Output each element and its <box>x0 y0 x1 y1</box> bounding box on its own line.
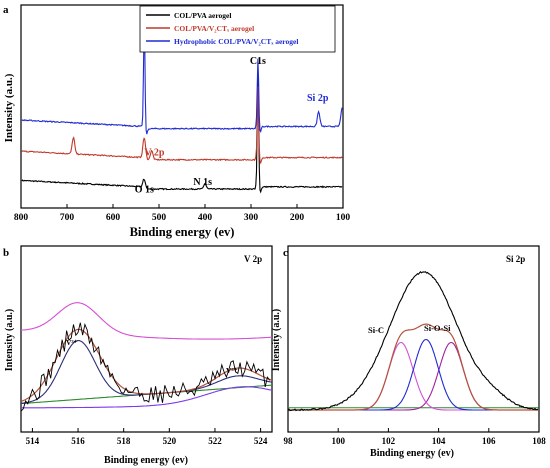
panel-b-x-ticks: 514 516 518 520 522 524 <box>26 428 268 446</box>
panel-b: b V 2p 514 516 518 520 522 524 V³⁺ V³⁺ Intens… <box>3 245 273 466</box>
panel-b-title: V 2p <box>244 254 262 264</box>
panel-b-peak-label-2: V³⁺ <box>226 366 238 375</box>
legend-box <box>139 5 336 53</box>
panel-c-envelope-line <box>288 323 539 411</box>
panel-c-tick-label: 108 <box>532 436 546 446</box>
panel-b-lines <box>20 302 273 412</box>
panel-c-x-label: Binding energy (ev) <box>370 448 454 459</box>
panel-b-frame <box>20 245 273 433</box>
panel-b-x-label: Binding energy (ev) <box>104 455 188 466</box>
panel-b-component-line-violet <box>21 386 273 409</box>
panel-a-annotation: C1s <box>250 56 266 67</box>
panel-b-tick-label: 514 <box>26 436 40 446</box>
panel-a-x-label: Binding energy (ev) <box>130 225 235 239</box>
legend-label-hydrophobic: Hydrophobic COL/PVA/V₂CTₓ aerogel <box>174 37 298 46</box>
panel-a-tick-label: 800 <box>14 213 29 223</box>
panel-c-raw-data-line <box>287 271 539 412</box>
panel-b-peak-label-1: V³⁺ <box>66 338 78 347</box>
panel-b-y-label: Intensity (a.u.) <box>4 309 15 372</box>
panel-b-tick-label: 522 <box>208 436 222 446</box>
panel-a-tick-label: 400 <box>198 213 213 223</box>
panel-b-tick-label: 520 <box>163 436 177 446</box>
panel-a-series-line-0 <box>21 75 343 194</box>
panel-c-tick-label: 100 <box>331 436 345 446</box>
panel-a-x-ticks: 800 700 600 500 400 300 200 100 <box>14 204 351 223</box>
panel-c-lines <box>287 271 539 412</box>
panel-a-tick-label: 700 <box>60 213 75 223</box>
panel-c-tick-label: 98 <box>284 436 294 446</box>
panel-c-tick-label: 104 <box>432 436 446 446</box>
panel-a-annotation: V 2p <box>144 148 165 159</box>
panel-a-y-label: Intensity (a.u.) <box>3 73 15 142</box>
panel-a-annotation: Si 2p <box>307 93 329 104</box>
panel-a-annotations: C1s O 1s N 1s V 2p Si 2p <box>135 56 329 195</box>
panel-b-letter: b <box>3 247 9 259</box>
panel-c-peak-label-sic: Si-C <box>368 325 384 335</box>
panel-a-legend: COL/PVA aerogel COL/PVA/V₂CTₓ aerogel Hy… <box>139 5 336 53</box>
panel-c-x-ticks: 98 100 102 104 106 108 <box>284 428 546 446</box>
panel-a-lines <box>21 21 343 194</box>
panel-a-tick-label: 500 <box>152 213 167 223</box>
legend-label-col-pva-v2ctx: COL/PVA/V₂CTₓ aerogel <box>174 24 254 33</box>
panel-b-tick-label: 516 <box>71 436 85 446</box>
panel-b-tick-label: 524 <box>254 436 268 446</box>
panel-a-letter: a <box>3 4 9 16</box>
panel-c-letter: c <box>283 247 288 259</box>
panel-a-tick-label: 300 <box>244 213 259 223</box>
panel-a-annotation: N 1s <box>193 177 212 188</box>
panel-b-raw-data-line <box>20 322 271 412</box>
panel-a-tick-label: 600 <box>106 213 121 223</box>
panel-c-y-label: Intensity (a.u.) <box>271 309 282 372</box>
panel-b-component-line-magenta <box>21 302 273 340</box>
legend-label-col-pva: COL/PVA aerogel <box>174 11 231 20</box>
panel-a-tick-label: 200 <box>290 213 305 223</box>
panel-c-peak-label-siosi: Si-O-Si <box>424 323 451 333</box>
panel-a-series-line-1 <box>21 86 343 165</box>
panel-a-annotation: O 1s <box>135 184 154 195</box>
panel-c-title: Si 2p <box>506 254 525 264</box>
panel-c: c Si 2p 98 100 102 104 106 108 Si-C Si-O-Si I… <box>271 245 546 459</box>
panel-b-tick-label: 518 <box>117 436 131 446</box>
panel-c-tick-label: 106 <box>482 436 496 446</box>
panel-a: a 800 700 600 500 400 300 200 100 COL/PVA aerog… <box>3 4 350 239</box>
panel-c-tick-label: 102 <box>382 436 396 446</box>
panel-a-series-line-2 <box>21 21 343 135</box>
panel-a-tick-label: 100 <box>336 213 351 223</box>
panel-a-frame <box>20 4 344 209</box>
panel-c-frame <box>287 245 540 433</box>
